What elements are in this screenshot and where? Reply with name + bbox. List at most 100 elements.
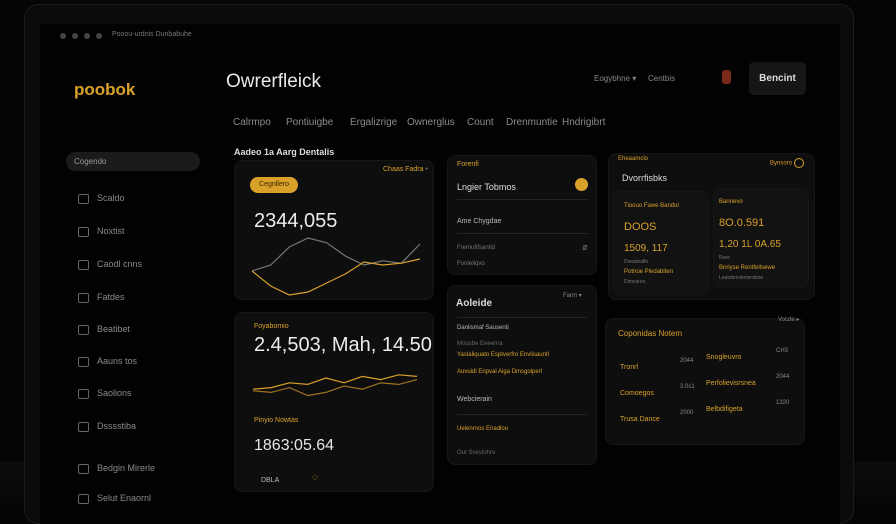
table-cell: 2044 xyxy=(776,374,790,380)
minimize-icon[interactable] xyxy=(72,33,78,39)
sidebar-item[interactable]: Noxtist xyxy=(78,226,125,237)
page-title: Owrerfleick xyxy=(226,71,322,92)
chart-series-line xyxy=(251,258,421,296)
sidebar-item[interactable]: Dsssstiba xyxy=(78,421,136,432)
header-menu-label: Eogybhne xyxy=(594,74,631,83)
list-item[interactable]: Uelenrnos Enadlou xyxy=(457,426,509,432)
card-info xyxy=(447,155,597,275)
card5-action[interactable]: Bynsoro xyxy=(770,158,804,168)
card3-row3: Fonteliqvo xyxy=(457,261,485,267)
more-icon: • xyxy=(425,166,428,173)
table-cell: 2044 xyxy=(680,358,694,364)
card6-title: Coponidas Notem xyxy=(618,329,683,338)
logo: poobok xyxy=(74,80,136,99)
subcard-caption2: Leatobrivlomerdeoe xyxy=(719,275,764,281)
table-cell: 2000 xyxy=(680,410,694,416)
close-icon[interactable] xyxy=(60,33,66,39)
card2-value: 2.4,503, Mah, 14.50 xyxy=(254,334,432,356)
sidebar-item[interactable]: Fatdes xyxy=(78,292,125,303)
subcard-value2: 1,20 1L 0A.65 xyxy=(719,239,781,250)
card1-action[interactable]: Chaas Fadra • xyxy=(383,166,428,173)
section-title: Aadeo 1a Aarg Dentalis xyxy=(234,147,335,157)
card-metric-1 xyxy=(234,160,434,300)
subcard-label: Bannevo xyxy=(719,199,743,205)
subcard-label2: Bnriyse Rentfellsewe xyxy=(719,265,776,271)
header-link[interactable]: Centbis xyxy=(648,74,676,83)
list-item[interactable]: Yaslaliquato Esptverfro Envlisauntl xyxy=(457,352,549,358)
card5-eyebrow: Eheaamclo xyxy=(618,156,649,162)
sidebar-item-label: Aauns tos xyxy=(97,356,138,366)
card2-label: Foyabomio xyxy=(254,323,289,330)
tab[interactable]: Calrmpo xyxy=(233,117,271,128)
sidebar-item[interactable]: Caodl cnns xyxy=(78,259,142,270)
sidebar-item-label: Bedgin Mirerle xyxy=(97,463,156,473)
divider xyxy=(457,317,587,318)
table-cell: Trusa Dance xyxy=(620,416,660,423)
table-cell: Perfolievisrsnea xyxy=(706,380,756,387)
sidebar-item[interactable]: Aauns tos xyxy=(78,356,137,367)
pin-icon xyxy=(78,324,89,335)
card-metric-2 xyxy=(234,312,434,492)
tab[interactable]: Pontiuigbe xyxy=(286,117,334,128)
sidebar-item[interactable]: Saolions xyxy=(78,388,132,399)
list-item[interactable]: Danlismaf Sausenti xyxy=(457,325,509,331)
subcard-value: 8O.0.591 xyxy=(719,217,765,229)
primary-button[interactable]: Bencint xyxy=(749,62,806,95)
tab-icon[interactable] xyxy=(96,33,102,39)
tab[interactable]: Ownerglus xyxy=(407,117,455,128)
card2-footer: DBLA xyxy=(261,477,280,484)
card6-menu[interactable]: Vocde ▸ xyxy=(778,317,800,323)
card3-row2: Fremufifsantid xyxy=(457,245,496,251)
list-item[interactable]: Auvuidi Enpvai Aiga Dmsgoiperl xyxy=(457,369,543,375)
tab[interactable]: Count xyxy=(467,117,494,128)
sidebar-item[interactable]: Selut Enaornl xyxy=(78,493,151,504)
divider xyxy=(457,233,589,234)
list-item[interactable]: Mousbe Eeeerna xyxy=(457,341,503,347)
card4-dropdown-label: Farm xyxy=(563,293,577,299)
status-badge[interactable]: Cegnllero xyxy=(250,177,298,193)
chart-series-line xyxy=(251,237,421,272)
link-icon[interactable]: ⇵ xyxy=(582,245,588,252)
card5-action-label: Bynsoro xyxy=(770,160,793,167)
chart-series-line xyxy=(252,379,418,397)
user-icon[interactable] xyxy=(722,70,731,84)
sidebar-item-label: Caodl cnns xyxy=(97,259,143,269)
subcard-2 xyxy=(713,188,809,288)
sidebar-item-label: Saolions xyxy=(97,388,132,398)
tab[interactable]: Hndrigibrt xyxy=(562,117,606,128)
sidebar-item-label: Scaldo xyxy=(97,193,125,203)
card4-dropdown[interactable]: Farm ▾ xyxy=(563,293,582,299)
chart-series-line xyxy=(252,374,418,390)
tab[interactable]: Drenmuntie xyxy=(506,117,558,128)
hourglass-icon xyxy=(78,421,89,432)
inbox-icon xyxy=(78,193,89,204)
tab[interactable]: Ergalizrige xyxy=(350,117,398,128)
divider xyxy=(457,199,589,200)
subcard-caption: Dreadvalfo xyxy=(624,259,649,265)
sidebar-item-label: Dsssstiba xyxy=(97,421,137,431)
sidebar-item[interactable]: Bedgin Mirerle xyxy=(78,463,155,474)
stack-icon xyxy=(78,226,89,237)
card4-title: Aoleide xyxy=(456,298,493,309)
card-table xyxy=(605,318,805,445)
subcard-caption2: Dimvareo xyxy=(624,279,646,285)
subcard-value: DOOS xyxy=(624,221,657,233)
search-input[interactable]: Cogendo xyxy=(66,152,200,171)
subcard-1 xyxy=(612,191,709,295)
line-chart-1 xyxy=(251,237,421,296)
card3-eyebrow: Forenfi xyxy=(457,161,479,168)
subcard-label2: Potnoe Pledabiten xyxy=(624,269,674,275)
sidebar-item[interactable]: Beatibet xyxy=(78,324,130,335)
maximize-icon[interactable] xyxy=(84,33,90,39)
lightbulb-icon xyxy=(78,463,89,474)
sidebar-item[interactable]: Scaldo xyxy=(78,193,125,204)
header-menu[interactable]: Eogybhne ▾ xyxy=(594,74,637,83)
table-cell: 3.0s1 xyxy=(680,384,695,390)
card1-action-label: Chaas Fadra xyxy=(383,166,424,173)
table-cell: Tronrl xyxy=(620,364,639,371)
divider xyxy=(457,414,587,415)
subcard-caption: Rore xyxy=(719,255,730,261)
subcard-value2: 1509, 117 xyxy=(624,243,668,254)
list-item[interactable]: Out Svestohre xyxy=(457,450,496,456)
chat-icon[interactable]: ◌ xyxy=(312,472,318,483)
